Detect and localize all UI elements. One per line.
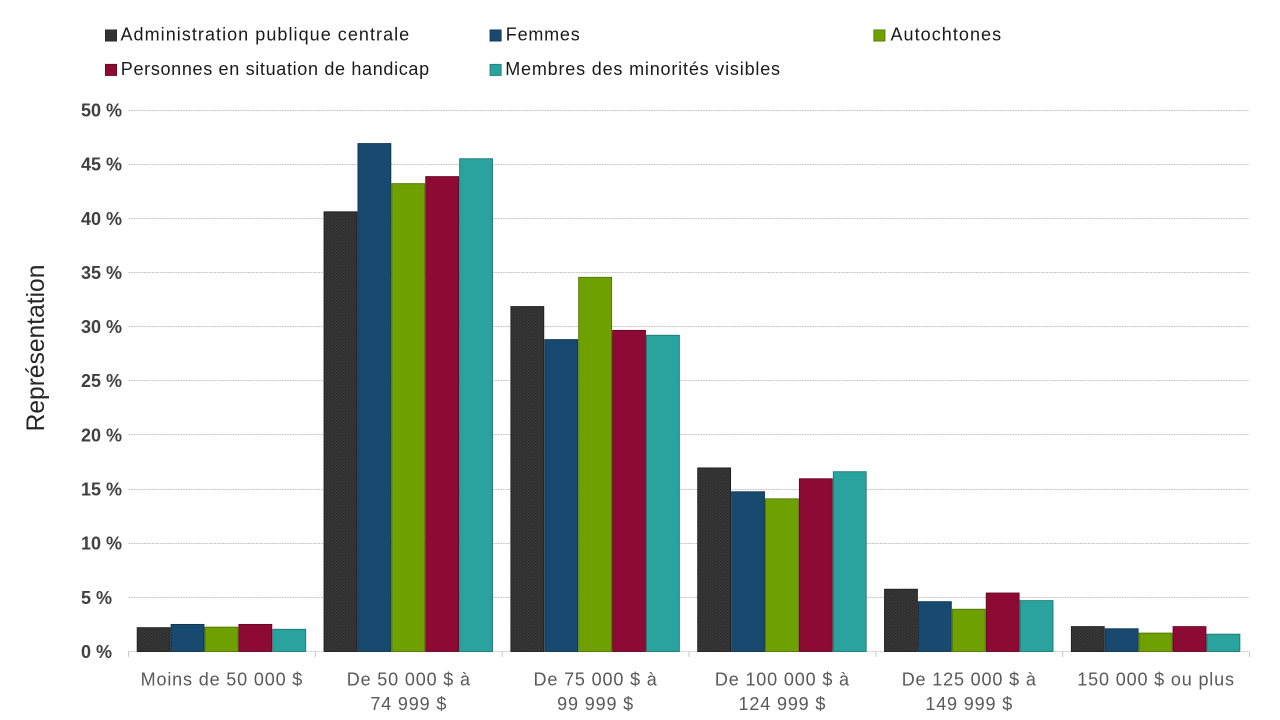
svg-text:45 %: 45 % — [81, 155, 122, 175]
svg-text:Femmes: Femmes — [506, 25, 581, 45]
svg-text:Moins de 50 000 $: Moins de 50 000 $ — [141, 670, 304, 690]
svg-text:De 125 000 $ à: De 125 000 $ à — [902, 670, 1037, 690]
svg-text:124 999 $: 124 999 $ — [739, 694, 827, 714]
svg-text:Autochtones: Autochtones — [891, 25, 1003, 45]
svg-text:Administration publique centra: Administration publique centrale — [121, 25, 411, 45]
svg-text:40 %: 40 % — [81, 209, 122, 229]
svg-text:10 %: 10 % — [81, 534, 122, 554]
svg-text:30 %: 30 % — [81, 317, 122, 337]
svg-text:149 999 $: 149 999 $ — [925, 694, 1013, 714]
svg-text:De 75 000 $ à: De 75 000 $ à — [534, 670, 658, 690]
svg-text:Membres des minorités visibles: Membres des minorités visibles — [505, 59, 781, 79]
svg-text:Personnes en situation de hand: Personnes en situation de handicap — [121, 59, 430, 79]
svg-text:99 999 $: 99 999 $ — [557, 694, 634, 714]
svg-text:De 100 000 $ à: De 100 000 $ à — [715, 670, 850, 690]
svg-text:50 %: 50 % — [81, 101, 122, 121]
svg-text:15 %: 15 % — [81, 480, 122, 500]
svg-text:74 999 $: 74 999 $ — [370, 694, 447, 714]
svg-text:De 50 000 $ à: De 50 000 $ à — [347, 670, 471, 690]
svg-text:150 000 $ ou plus: 150 000 $ ou plus — [1077, 670, 1235, 690]
svg-text:20 %: 20 % — [81, 425, 122, 445]
svg-text:25 %: 25 % — [81, 371, 122, 391]
svg-text:Représentation: Représentation — [23, 265, 50, 432]
svg-text:0 %: 0 % — [81, 642, 112, 662]
svg-text:35 %: 35 % — [81, 263, 122, 283]
svg-text:5 %: 5 % — [81, 588, 112, 608]
